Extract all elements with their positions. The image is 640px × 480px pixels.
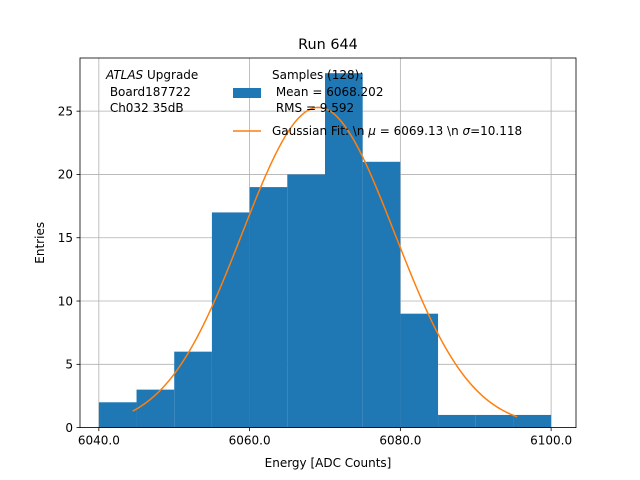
chart-title: Run 644 [298, 37, 358, 53]
legend-fit-label: Gaussian Fit: \n μ = 6069.13 \n σ=10.118 [272, 124, 522, 138]
histogram-bar [287, 174, 325, 428]
legend-fit-text-post: =10.118 [470, 124, 522, 138]
histogram-bar [324, 73, 363, 428]
x-tick-label: 6100.0 [530, 434, 572, 448]
gaussian-fit-curve [132, 106, 518, 418]
histogram-bar [400, 313, 439, 428]
x-tick-label: 6040.0 [78, 434, 120, 448]
legend-fit-text-pre: Gaussian Fit: \n [272, 124, 368, 138]
x-axis-label: Energy [ADC Counts] [265, 456, 392, 470]
annotation-upgrade: Upgrade [143, 68, 198, 82]
histogram-bar [438, 414, 476, 428]
histogram-bar [513, 414, 552, 428]
x-tick-label: 6080.0 [379, 434, 421, 448]
annotation-line-1: ATLAS Upgrade [105, 68, 198, 82]
legend-histogram-line-1: Samples (128): [272, 68, 363, 82]
atlas-annotation: ATLAS Upgrade Board187722 Ch032 35dB [105, 68, 198, 115]
y-tick-label: 0 [65, 421, 73, 435]
histogram-bars [98, 73, 552, 428]
y-axis-label: Entries [33, 222, 47, 264]
legend-histogram-line-2: Mean = 6068.202 [272, 85, 383, 99]
histogram-bar [98, 402, 137, 428]
y-tick-label: 5 [65, 358, 73, 372]
histogram-bar [174, 351, 212, 428]
histogram-bar [362, 161, 401, 428]
histogram-bar [211, 212, 250, 428]
annotation-line-2: Board187722 [106, 85, 191, 99]
x-axis-ticks: 6040.0 6060.0 6080.0 6100.0 [78, 427, 572, 448]
annotation-line-3: Ch032 35dB [106, 101, 184, 115]
y-tick-label: 25 [58, 104, 73, 118]
plot-frame [79, 57, 577, 429]
y-tick-label: 15 [58, 231, 73, 245]
legend-histogram-swatch [233, 88, 261, 98]
legend-fit-sigma: σ [463, 124, 471, 138]
legend-fit-mu: μ [367, 124, 376, 138]
y-tick-label: 20 [58, 168, 73, 182]
y-axis-ticks: 0 5 10 15 20 25 [58, 104, 80, 435]
histogram-bar [249, 187, 288, 428]
legend: Samples (128): Mean = 6068.202 RMS = 9.5… [233, 68, 522, 138]
legend-fit-text-mid: = 6069.13 \n [376, 124, 463, 138]
x-tick-label: 6060.0 [229, 434, 271, 448]
legend-histogram-line-3: RMS = 9.592 [272, 101, 354, 115]
annotation-atlas: ATLAS [105, 68, 144, 82]
y-tick-label: 10 [58, 294, 73, 308]
histogram-bar [475, 414, 514, 428]
